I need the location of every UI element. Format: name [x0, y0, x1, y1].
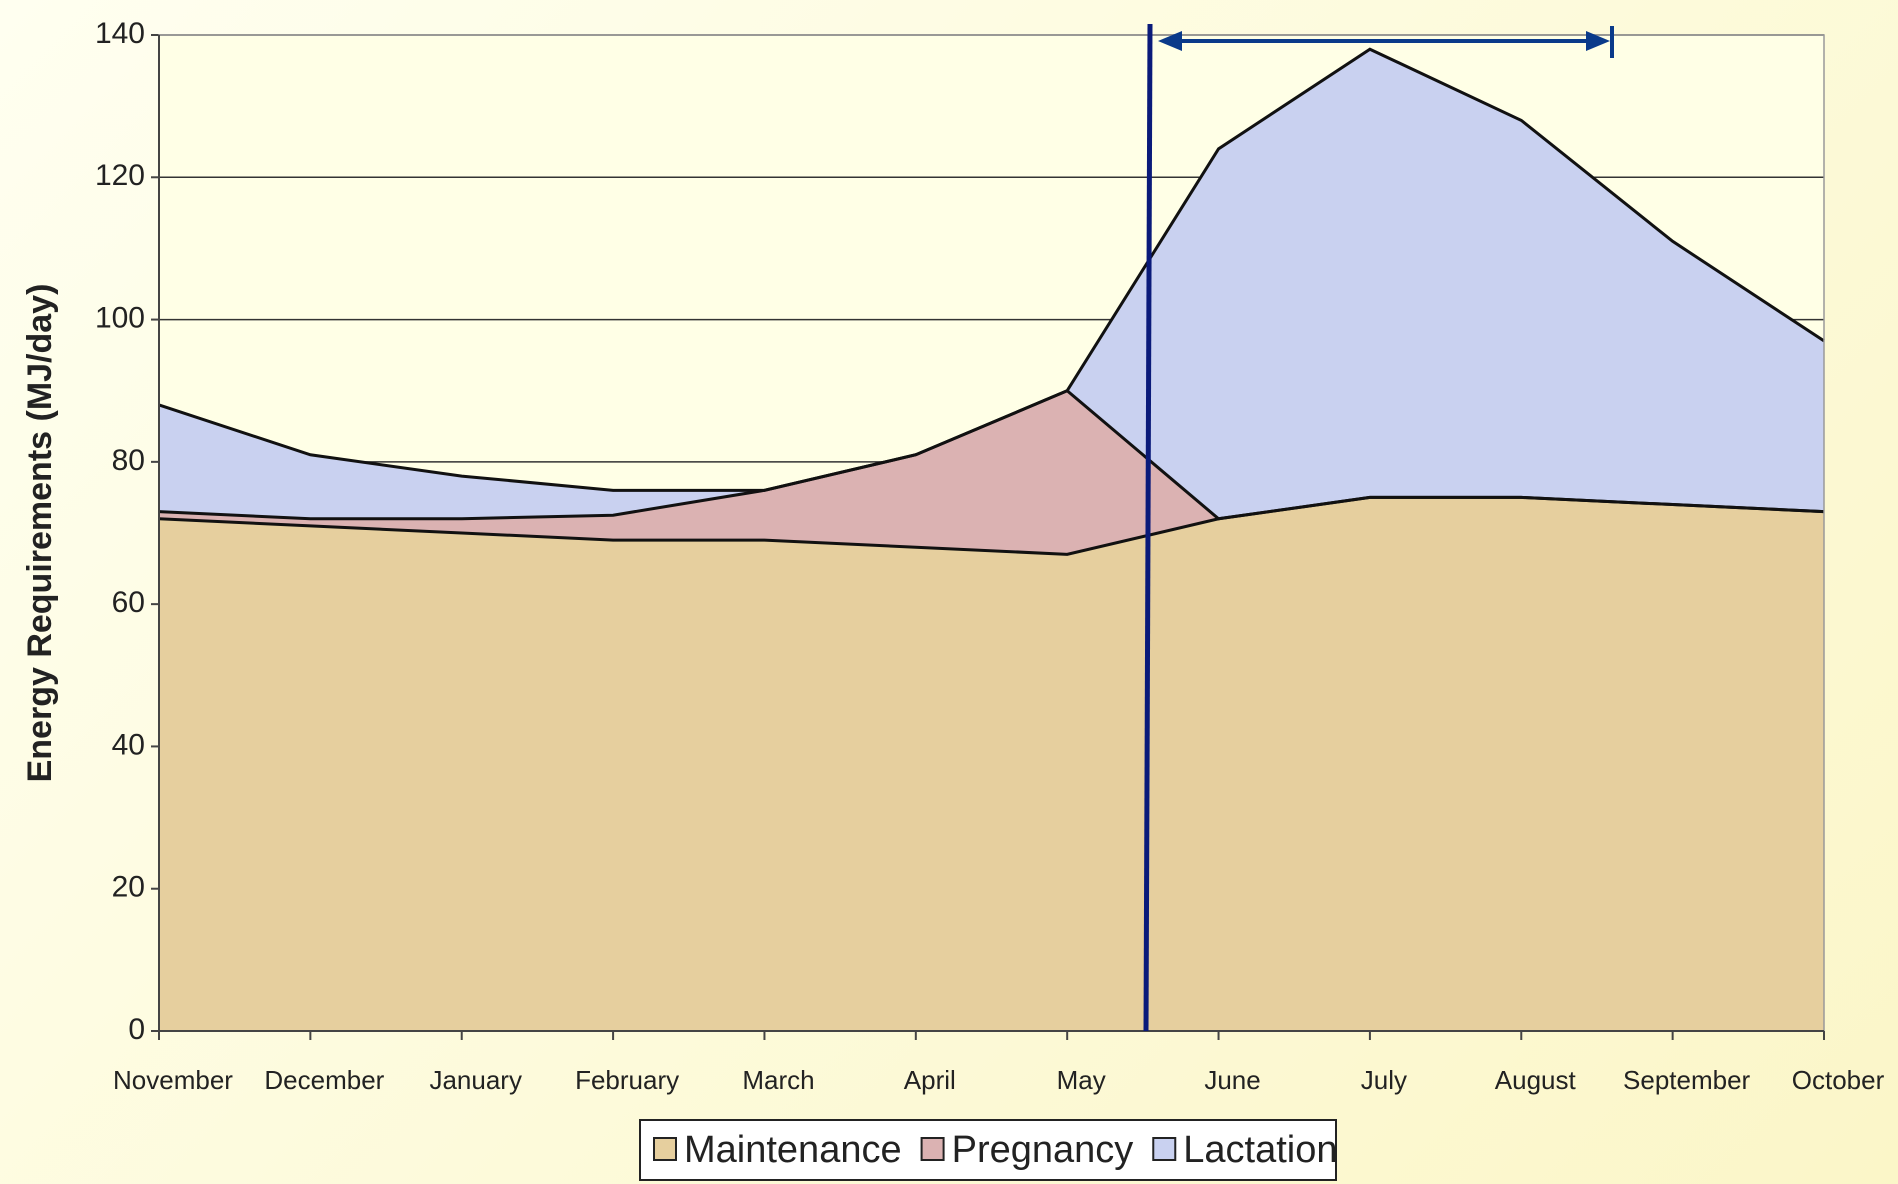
x-tick-label: November: [113, 1065, 233, 1095]
x-tick-label: August: [1495, 1065, 1577, 1095]
area: [159, 390, 1824, 555]
legend-label: Lactation: [1183, 1129, 1337, 1171]
x-tick-label: May: [1057, 1065, 1106, 1095]
x-tick-label: July: [1361, 1065, 1407, 1095]
legend-swatch: [920, 1137, 945, 1161]
x-tick-label: March: [742, 1065, 814, 1095]
x-tick-label: February: [575, 1065, 679, 1095]
x-tick-label: January: [429, 1065, 522, 1095]
area: [159, 497, 1824, 1031]
x-tick-label: April: [904, 1065, 956, 1095]
y-tick-label: 140: [95, 17, 145, 50]
legend-label: Pregnancy: [952, 1129, 1134, 1171]
y-tick-label: 100: [95, 301, 145, 334]
x-tick-label: December: [264, 1065, 384, 1095]
arrow-head: [1158, 31, 1182, 51]
y-tick-label: 20: [112, 871, 145, 904]
marker-line: [1143, 23, 1153, 1032]
x-tick-label: September: [1623, 1065, 1751, 1095]
y-tick-label: 40: [112, 728, 145, 761]
y-tick-label: 0: [128, 1013, 145, 1046]
area: [159, 49, 1824, 519]
y-axis-label: Energy Requirements (MJ/day): [21, 284, 59, 783]
y-tick-label: 80: [112, 444, 145, 477]
x-tick-label: October: [1792, 1065, 1885, 1095]
legend-box: [639, 1119, 1337, 1181]
area-outline: [158, 47, 1825, 492]
y-tick-label: 60: [112, 586, 145, 619]
legend-label: Maintenance: [684, 1129, 902, 1171]
legend-swatch: [1152, 1137, 1177, 1161]
x-tick-label: June: [1204, 1065, 1260, 1095]
y-tick-label: 120: [95, 159, 145, 192]
legend-swatch: [653, 1137, 677, 1161]
arrow-head: [1586, 31, 1610, 51]
